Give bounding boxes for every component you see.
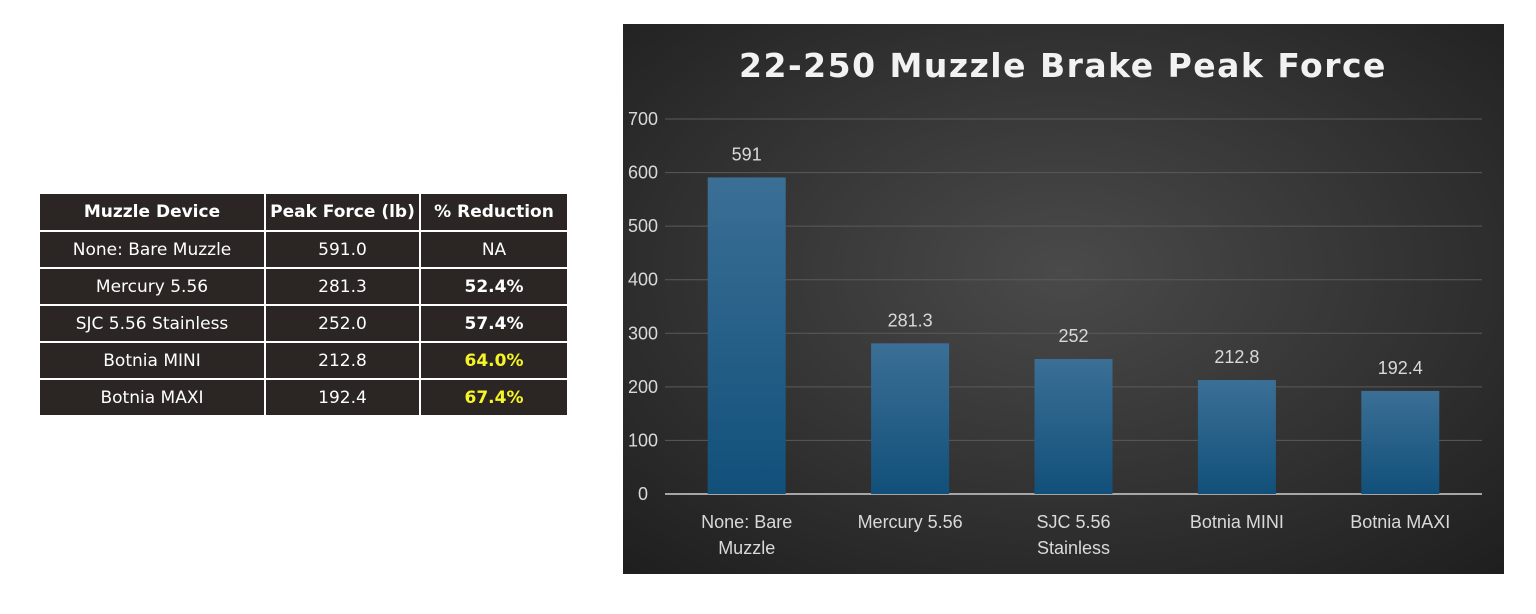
cell-force: 252.0 — [264, 304, 421, 343]
x-tick-label: Muzzle — [718, 538, 775, 558]
y-tick-label: 100 — [628, 430, 658, 450]
cell-force: 281.3 — [264, 267, 421, 306]
cell-reduction: 57.4% — [419, 304, 569, 343]
bar — [871, 343, 950, 494]
cell-reduction: 64.0% — [419, 341, 569, 380]
bar-chart: 22-250 Muzzle Brake Peak Force 0 100 200 30… — [623, 24, 1504, 574]
table-row: Botnia MAXI 192.4 67.4% — [38, 378, 569, 417]
data-label: 281.3 — [888, 310, 933, 330]
cell-reduction: NA — [419, 230, 569, 269]
cell-force: 212.8 — [264, 341, 421, 380]
header-force: Peak Force (lb) — [264, 192, 421, 232]
x-tick-label: None: Bare — [701, 512, 792, 532]
bar — [707, 177, 786, 494]
y-tick-label: 500 — [628, 216, 658, 236]
y-tick-label: 600 — [628, 163, 658, 183]
x-tick-label: Botnia MAXI — [1350, 512, 1450, 532]
x-tick-label: Stainless — [1037, 538, 1110, 558]
table-header-row: Muzzle Device Peak Force (lb) % Reductio… — [38, 192, 569, 232]
bar — [1034, 359, 1113, 494]
table-row: Mercury 5.56 281.3 52.4% — [38, 267, 569, 306]
cell-force: 591.0 — [264, 230, 421, 269]
cell-reduction: 67.4% — [419, 378, 569, 417]
data-label: 591 — [732, 144, 762, 164]
cell-force: 192.4 — [264, 378, 421, 417]
table-row: None: Bare Muzzle 591.0 NA — [38, 230, 569, 269]
header-device: Muzzle Device — [38, 192, 266, 232]
results-table: Muzzle Device Peak Force (lb) % Reductio… — [38, 192, 569, 417]
x-tick-label: Mercury 5.56 — [858, 512, 963, 532]
cell-device: Botnia MINI — [38, 341, 266, 380]
y-tick-label: 300 — [628, 323, 658, 343]
x-tick-label: Botnia MINI — [1190, 512, 1284, 532]
bar — [1361, 390, 1440, 494]
cell-device: Botnia MAXI — [38, 378, 266, 417]
header-reduction: % Reduction — [419, 192, 569, 232]
bar — [1197, 380, 1276, 494]
data-label: 252 — [1058, 326, 1088, 346]
x-tick-label: SJC 5.56 — [1036, 512, 1110, 532]
chart-title: 22-250 Muzzle Brake Peak Force — [739, 46, 1387, 85]
cell-device: SJC 5.56 Stainless — [38, 304, 266, 343]
y-tick-label: 700 — [628, 109, 658, 129]
table-row: SJC 5.56 Stainless 252.0 57.4% — [38, 304, 569, 343]
cell-device: Mercury 5.56 — [38, 267, 266, 306]
table-row: Botnia MINI 212.8 64.0% — [38, 341, 569, 380]
data-label: 192.4 — [1378, 358, 1423, 378]
cell-reduction: 52.4% — [419, 267, 569, 306]
y-tick-label: 400 — [628, 270, 658, 290]
cell-device: None: Bare Muzzle — [38, 230, 266, 269]
data-label: 212.8 — [1214, 347, 1259, 367]
y-tick-label: 200 — [628, 377, 658, 397]
y-tick-label: 0 — [638, 484, 648, 504]
